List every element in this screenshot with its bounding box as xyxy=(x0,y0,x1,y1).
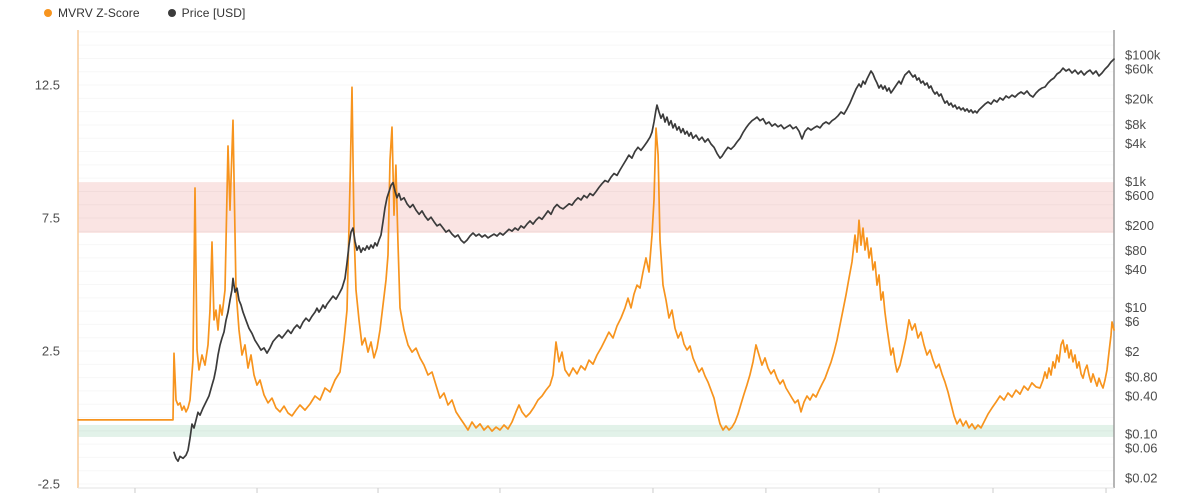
left-axis-tick-label: -2.5 xyxy=(38,477,60,492)
right-axis-tick-label: $0.40 xyxy=(1125,388,1158,403)
right-axis-tick-label: $80 xyxy=(1125,243,1147,258)
right-axis-tick-label: $0.80 xyxy=(1125,369,1158,384)
right-axis-tick-label: $4k xyxy=(1125,136,1146,151)
right-axis-tick-label: $0.02 xyxy=(1125,471,1158,486)
right-axis-tick-label: $1k xyxy=(1125,174,1146,189)
left-axis-tick-label: 2.5 xyxy=(42,344,60,359)
right-axis-tick-label: $8k xyxy=(1125,117,1146,132)
right-axis-tick-label: $40 xyxy=(1125,262,1147,277)
right-axis-tick-label: $0.06 xyxy=(1125,440,1158,455)
right-axis-tick-label: $10 xyxy=(1125,300,1147,315)
right-axis-tick-label: $60k xyxy=(1125,62,1154,77)
right-axis-tick-label: $6 xyxy=(1125,314,1139,329)
right-axis-tick-label: $0.10 xyxy=(1125,426,1158,441)
right-axis-tick-label: $20k xyxy=(1125,92,1154,107)
left-axis-tick-label: 12.5 xyxy=(35,78,60,93)
mvrv-z-score-line xyxy=(77,86,1115,432)
legend-swatch-price-icon xyxy=(167,9,176,17)
right-axis-tick-label: $100k xyxy=(1125,48,1161,63)
right-axis-tick-label: $600 xyxy=(1125,188,1154,203)
legend-item-mvrv[interactable]: MVRV Z-Score xyxy=(44,6,140,20)
price-usd--line xyxy=(173,58,1115,463)
legend-label-mvrv: MVRV Z-Score xyxy=(58,6,140,20)
left-axis-tick-label: 7.5 xyxy=(42,211,60,226)
right-axis-tick-label: $200 xyxy=(1125,218,1154,233)
legend-item-price[interactable]: Price [USD] xyxy=(167,6,246,20)
right-axis-tick-label: $2 xyxy=(1125,344,1139,359)
undervalued-zone-band xyxy=(78,424,1114,437)
chart-legend: MVRV Z-Score Price [USD] xyxy=(44,6,245,20)
legend-swatch-mvrv-icon xyxy=(44,9,52,17)
legend-label-price: Price [USD] xyxy=(181,6,246,20)
